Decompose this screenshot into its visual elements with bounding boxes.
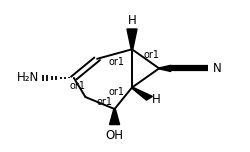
Text: H: H: [128, 14, 136, 27]
Text: or1: or1: [97, 97, 113, 107]
Polygon shape: [110, 109, 120, 124]
Polygon shape: [159, 65, 171, 71]
Text: or1: or1: [108, 87, 124, 97]
Polygon shape: [132, 87, 152, 100]
Text: or1: or1: [108, 57, 124, 67]
Text: H: H: [152, 93, 161, 106]
Text: OH: OH: [106, 129, 124, 142]
Text: or1: or1: [144, 50, 160, 60]
Text: H₂N: H₂N: [17, 71, 39, 85]
Text: N: N: [212, 62, 221, 75]
Polygon shape: [127, 29, 137, 49]
Text: or1: or1: [70, 81, 86, 91]
